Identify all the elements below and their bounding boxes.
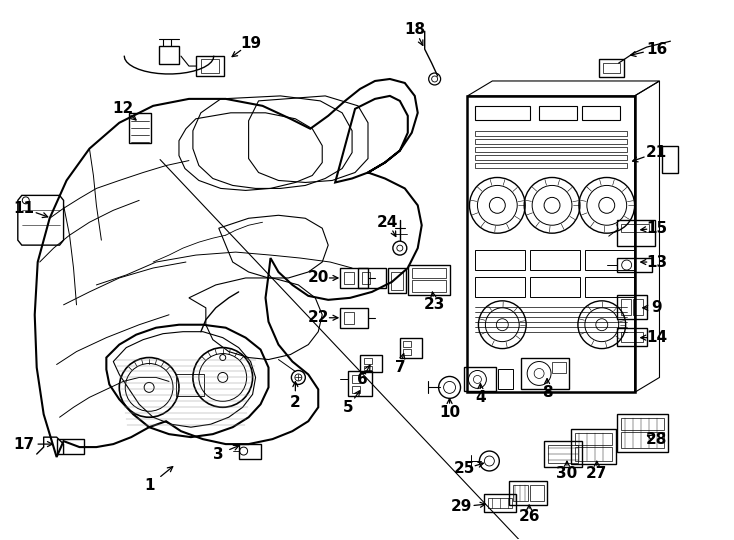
Bar <box>196 56 224 76</box>
Bar <box>476 131 627 136</box>
Bar <box>575 447 611 461</box>
Text: 19: 19 <box>240 36 261 51</box>
Bar <box>617 328 647 346</box>
Bar <box>408 265 449 295</box>
Bar <box>57 439 84 454</box>
Bar <box>617 258 652 272</box>
Bar <box>400 338 422 357</box>
Bar <box>360 355 382 373</box>
Text: 24: 24 <box>377 215 399 230</box>
Text: 16: 16 <box>646 42 667 57</box>
Text: 2: 2 <box>290 395 301 410</box>
Bar <box>476 154 627 160</box>
Bar <box>603 63 619 73</box>
Text: 17: 17 <box>13 437 34 451</box>
Bar <box>530 250 580 270</box>
Bar <box>340 268 368 288</box>
Bar <box>362 272 370 284</box>
Text: 27: 27 <box>586 467 608 482</box>
Bar <box>571 429 616 464</box>
Bar <box>412 280 446 292</box>
Bar <box>476 277 526 297</box>
Bar <box>403 349 411 355</box>
Bar <box>621 432 664 448</box>
Text: 23: 23 <box>424 298 446 312</box>
Text: 28: 28 <box>646 431 667 447</box>
Bar <box>585 250 635 270</box>
Bar <box>465 368 496 392</box>
Bar <box>348 372 372 396</box>
Bar <box>585 277 635 297</box>
Bar <box>476 139 627 144</box>
Bar <box>552 361 566 374</box>
Text: 3: 3 <box>214 447 224 462</box>
Text: 11: 11 <box>13 201 34 216</box>
Text: 4: 4 <box>475 390 486 405</box>
Bar <box>403 341 411 347</box>
Bar <box>513 485 528 501</box>
Bar <box>621 224 649 232</box>
Text: 12: 12 <box>112 102 134 116</box>
Bar <box>340 308 368 328</box>
Text: 8: 8 <box>542 385 553 400</box>
Bar <box>539 106 577 120</box>
Bar <box>633 299 642 315</box>
Bar <box>617 295 647 319</box>
Bar <box>621 332 642 342</box>
Text: 30: 30 <box>556 467 578 482</box>
Bar <box>621 299 631 315</box>
Bar <box>344 272 354 284</box>
Bar <box>358 268 386 288</box>
Bar <box>159 46 179 64</box>
Text: 15: 15 <box>646 221 667 236</box>
Bar <box>476 163 627 167</box>
Text: 20: 20 <box>308 271 329 286</box>
Bar <box>488 498 512 508</box>
Bar <box>239 444 261 459</box>
Text: 10: 10 <box>439 405 460 420</box>
Text: 5: 5 <box>343 400 353 415</box>
Bar <box>476 106 530 120</box>
Bar <box>388 268 406 293</box>
Text: 9: 9 <box>651 300 662 315</box>
Bar <box>530 485 544 501</box>
Bar <box>509 481 547 505</box>
Bar <box>548 445 578 463</box>
Text: 7: 7 <box>394 360 405 375</box>
Text: 13: 13 <box>646 254 667 269</box>
Text: 22: 22 <box>308 310 329 325</box>
Bar <box>530 277 580 297</box>
Bar <box>484 494 516 512</box>
Bar <box>476 250 526 270</box>
Bar <box>352 387 360 393</box>
Text: 1: 1 <box>144 478 154 494</box>
Text: 14: 14 <box>646 330 667 345</box>
Bar <box>621 418 664 430</box>
Text: 25: 25 <box>454 462 475 476</box>
Bar <box>582 106 619 120</box>
Bar <box>391 272 403 290</box>
Bar <box>521 357 569 389</box>
Text: 29: 29 <box>451 500 472 514</box>
Bar <box>544 441 582 467</box>
Bar <box>498 369 513 389</box>
Bar <box>201 59 219 73</box>
Text: 26: 26 <box>518 509 540 524</box>
Bar <box>352 375 360 383</box>
Bar <box>364 357 372 363</box>
Text: 18: 18 <box>404 22 425 37</box>
Bar <box>476 147 627 152</box>
Bar <box>176 374 204 396</box>
Bar <box>617 220 655 246</box>
Bar <box>599 59 624 77</box>
Bar <box>364 366 372 370</box>
Bar <box>575 433 611 445</box>
Text: 21: 21 <box>646 145 667 160</box>
Text: 6: 6 <box>357 372 368 387</box>
Bar <box>129 113 151 143</box>
Bar <box>344 312 354 323</box>
Bar <box>663 146 678 173</box>
Bar <box>617 414 669 452</box>
Bar <box>412 268 446 278</box>
